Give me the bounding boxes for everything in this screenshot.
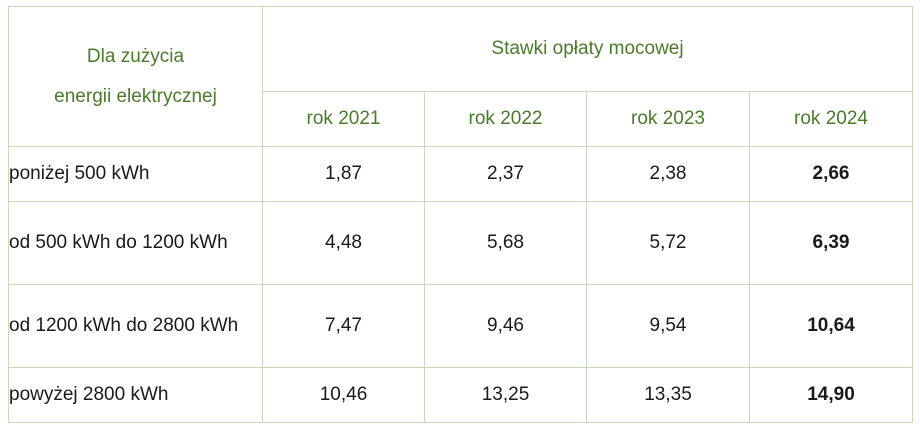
table-row: od 500 kWh do 1200 kWh 4,48 5,68 5,72 6,…	[8, 201, 914, 285]
rate-cell: 1,87	[262, 146, 425, 202]
year-header-2023: rok 2023	[586, 91, 750, 147]
year-header-2021: rok 2021	[262, 91, 425, 147]
row-label: poniżej 500 kWh	[8, 146, 263, 202]
rates-group-header: Stawki opłaty mocowej	[261, 6, 914, 92]
rate-cell: 2,37	[424, 146, 587, 202]
year-header-2022: rok 2022	[424, 91, 587, 147]
rate-cell: 13,25	[424, 367, 587, 423]
table-body: poniżej 500 kWh 1,87 2,37 2,38 2,66 od 5…	[8, 146, 914, 423]
rate-cell: 10,46	[262, 367, 425, 423]
rate-cell: 9,46	[424, 284, 587, 368]
rate-cell-2024: 6,39	[748, 201, 914, 285]
year-header-2024: rok 2024	[748, 91, 914, 147]
rate-cell: 4,48	[262, 201, 425, 285]
rate-cell-2024: 2,66	[748, 146, 914, 202]
table-row: od 1200 kWh do 2800 kWh 7,47 9,46 9,54 1…	[8, 284, 914, 368]
row-label: od 500 kWh do 1200 kWh	[8, 201, 263, 285]
consumption-header: Dla zużycia energii elektrycznej	[8, 6, 263, 147]
rate-cell: 2,38	[586, 146, 750, 202]
rate-cell: 5,68	[424, 201, 587, 285]
table-header: Dla zużycia energii elektrycznej Stawki …	[8, 6, 914, 147]
row-label: od 1200 kWh do 2800 kWh	[8, 284, 263, 368]
rate-cell: 5,72	[586, 201, 750, 285]
rate-cell-2024: 10,64	[748, 284, 914, 368]
table-row: poniżej 500 kWh 1,87 2,37 2,38 2,66	[8, 146, 914, 202]
consumption-header-line1: Dla zużycia	[86, 45, 185, 67]
consumption-header-line2: energii elektrycznej	[54, 85, 217, 107]
rate-cell: 13,35	[586, 367, 750, 423]
rate-cell: 7,47	[262, 284, 425, 368]
rate-cell: 9,54	[586, 284, 750, 368]
table-row: powyżej 2800 kWh 10,46 13,25 13,35 14,90	[8, 367, 914, 423]
rate-cell-2024: 14,90	[748, 367, 914, 423]
tariff-table: Dla zużycia energii elektrycznej Stawki …	[8, 6, 914, 423]
row-label: powyżej 2800 kWh	[8, 367, 263, 423]
